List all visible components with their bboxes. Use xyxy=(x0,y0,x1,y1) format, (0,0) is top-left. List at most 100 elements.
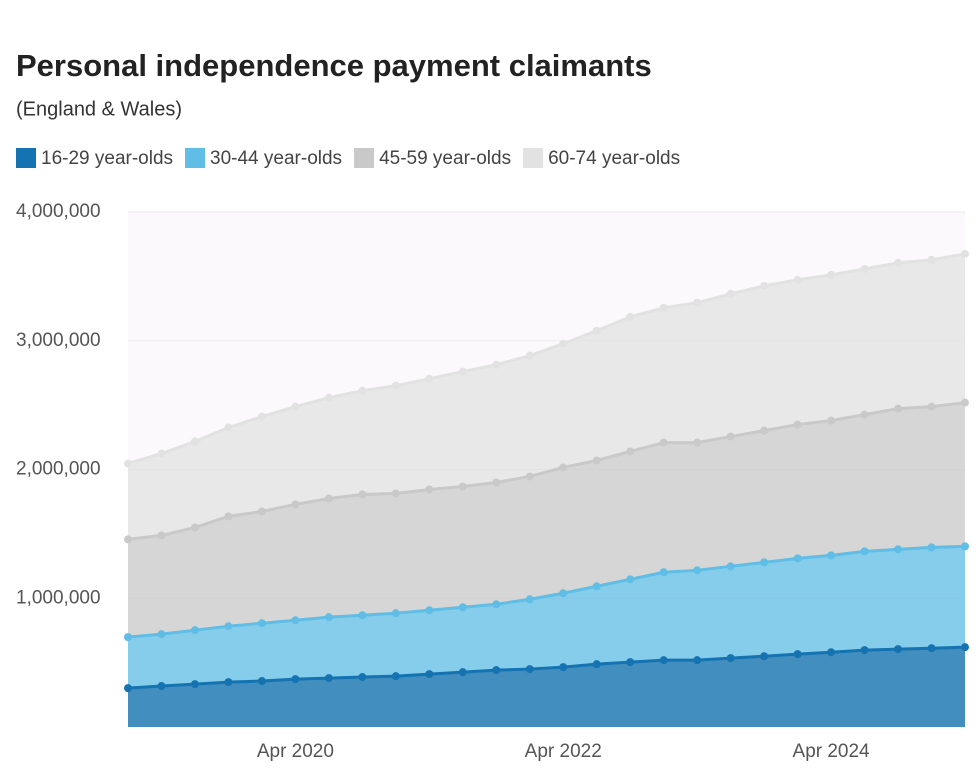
data-point xyxy=(927,255,936,264)
data-point xyxy=(726,654,735,663)
data-point xyxy=(760,558,769,567)
data-point xyxy=(559,589,568,598)
legend-swatch xyxy=(523,148,544,168)
data-point xyxy=(760,652,769,661)
data-point xyxy=(157,531,166,540)
data-point xyxy=(358,673,367,682)
data-point xyxy=(324,613,333,622)
data-point xyxy=(559,663,568,672)
data-point xyxy=(827,416,836,425)
data-point xyxy=(324,494,333,503)
legend-swatch xyxy=(185,148,206,168)
legend-label: 45-59 year-olds xyxy=(379,148,511,169)
data-point xyxy=(827,648,836,657)
data-point xyxy=(190,626,199,635)
x-tick-label: Apr 2020 xyxy=(257,741,334,762)
data-point xyxy=(190,680,199,689)
data-point xyxy=(827,551,836,560)
data-point xyxy=(257,412,266,421)
data-point xyxy=(659,303,668,312)
data-point xyxy=(458,668,467,677)
y-tick-label: 4,000,000 xyxy=(16,201,101,222)
data-point xyxy=(458,482,467,491)
y-tick-label: 1,000,000 xyxy=(16,587,101,608)
data-point xyxy=(626,575,635,584)
data-point xyxy=(425,606,434,615)
data-point xyxy=(559,339,568,348)
data-point xyxy=(860,646,869,655)
data-point xyxy=(324,393,333,402)
area xyxy=(128,647,965,727)
data-point xyxy=(492,478,501,487)
data-point xyxy=(124,684,132,693)
data-point xyxy=(860,410,869,419)
data-point xyxy=(860,547,869,556)
data-point xyxy=(425,485,434,494)
data-point xyxy=(157,630,166,639)
data-point xyxy=(224,622,233,631)
x-tick-label: Apr 2022 xyxy=(525,741,602,762)
data-point xyxy=(760,426,769,435)
data-point xyxy=(592,660,601,669)
y-tick-label: 3,000,000 xyxy=(16,330,101,351)
data-point xyxy=(626,312,635,321)
data-point xyxy=(492,666,501,675)
legend-swatch xyxy=(16,148,36,168)
series-line xyxy=(127,645,966,690)
data-point xyxy=(492,360,501,369)
data-point xyxy=(358,490,367,499)
legend-label: 30-44 year-olds xyxy=(210,148,342,169)
data-point xyxy=(391,609,400,618)
data-point xyxy=(659,656,668,665)
data-point xyxy=(793,420,802,429)
data-point xyxy=(894,545,903,554)
data-point xyxy=(961,249,969,258)
data-point xyxy=(257,619,266,628)
data-point xyxy=(324,674,333,683)
data-point xyxy=(124,633,132,642)
data-point xyxy=(760,281,769,290)
data-point xyxy=(592,326,601,335)
data-point xyxy=(626,658,635,667)
data-point xyxy=(659,438,668,447)
data-point xyxy=(190,437,199,446)
data-point xyxy=(793,554,802,563)
data-point xyxy=(291,402,300,411)
data-point xyxy=(124,535,132,544)
data-point xyxy=(726,432,735,441)
data-point xyxy=(525,472,534,481)
data-point xyxy=(693,566,702,575)
legend-label: 16-29 year-olds xyxy=(41,148,173,169)
data-point xyxy=(358,386,367,395)
data-point xyxy=(927,402,936,411)
data-point xyxy=(391,672,400,681)
chart-subtitle: (England & Wales) xyxy=(16,98,182,120)
data-point xyxy=(391,381,400,390)
data-point xyxy=(659,568,668,577)
data-point xyxy=(291,675,300,684)
data-point xyxy=(257,677,266,686)
chart-title: Personal independence payment claimants xyxy=(16,48,652,83)
data-point xyxy=(693,438,702,447)
data-point xyxy=(291,500,300,509)
data-point xyxy=(190,523,199,532)
data-point xyxy=(525,595,534,604)
legend-label: 60-74 year-olds xyxy=(548,148,680,169)
data-point xyxy=(257,507,266,516)
data-point xyxy=(626,447,635,456)
data-point xyxy=(961,398,969,407)
data-point xyxy=(827,270,836,279)
area xyxy=(128,253,965,540)
data-point xyxy=(793,650,802,659)
data-point xyxy=(726,562,735,571)
data-point xyxy=(793,275,802,284)
data-point xyxy=(927,644,936,653)
data-point xyxy=(458,367,467,376)
data-point xyxy=(693,656,702,665)
data-point xyxy=(894,645,903,654)
data-point xyxy=(492,600,501,609)
area xyxy=(128,546,965,689)
data-point xyxy=(224,423,233,432)
data-point xyxy=(961,643,969,652)
